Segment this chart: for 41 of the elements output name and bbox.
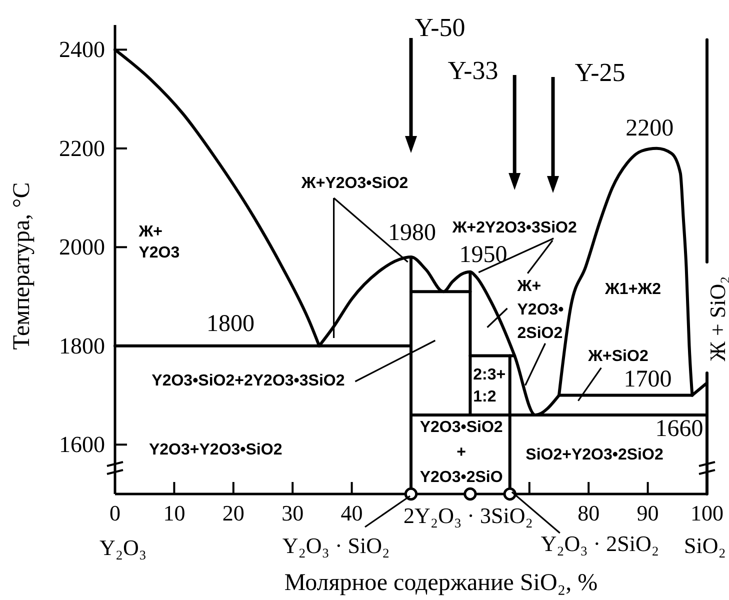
annotation: Y-33 xyxy=(448,56,498,84)
annotation: Y-50 xyxy=(414,12,466,42)
y-tick-label: 2000 xyxy=(59,234,105,260)
annotation: Ж + SiO₂ xyxy=(704,276,729,362)
annotation: Y2O3+Y2O3•SiO2 xyxy=(148,441,282,458)
annotation: Y2O3•SiO2+2Y2O3•3SiO2 xyxy=(152,372,345,389)
x-tick-label: 80 xyxy=(578,500,600,526)
annotation: Ж+SiO2 xyxy=(587,347,648,364)
x-tick-label: 90 xyxy=(636,500,659,526)
annotation: Ж+ Y2O3• 2SiO2 xyxy=(516,277,564,342)
y-tick-label: 2400 xyxy=(59,37,105,62)
annotation: Ж+ Y2O3 xyxy=(138,223,180,261)
annotation: 2:3+ 1:2 xyxy=(473,366,506,405)
annotation: Ж+Y2O3•SiO2 xyxy=(300,174,408,192)
y-tick-label: 1800 xyxy=(59,333,105,358)
x-tick-label: 0 xyxy=(110,500,120,526)
annotation: SiO2+Y2O3•2SiO2 xyxy=(526,446,664,463)
annotation: 2Y₂O₃ · 3SiO₂ xyxy=(404,502,533,528)
y-tick-label: 1600 xyxy=(59,432,105,457)
x-tick-label: 20 xyxy=(222,500,244,526)
annotation: Y-25 xyxy=(574,58,626,86)
annotation: 2200 xyxy=(626,115,674,142)
text: Y₂O₃ xyxy=(99,534,147,560)
annotation: Ж1+Ж2 xyxy=(604,280,662,298)
x-tick-label: 30 xyxy=(282,500,304,526)
x-tick-label: 100 xyxy=(690,500,724,526)
annotation: Y2O3•SiO2 + Y2O3•2SiO xyxy=(420,418,503,486)
annotation: Ж+2Y2O3•3SiO2 xyxy=(451,218,577,236)
x-axis-title: Молярное содержание SiO₂, % xyxy=(284,570,598,596)
annotation: 1950 xyxy=(459,242,508,268)
annotation: 1980 xyxy=(388,220,436,246)
annotation: Y₂O₃ · SiO₂ xyxy=(282,532,390,558)
y-axis-title: Температура, °C xyxy=(9,182,35,350)
x-tick-label: 40 xyxy=(340,500,363,526)
annotation: Y₂O₃ · 2SiO₂ xyxy=(540,530,660,556)
annotation: 1800 xyxy=(206,310,254,337)
x-tick-label: 10 xyxy=(163,500,186,526)
y-tick-label: 2200 xyxy=(59,136,105,161)
annotation: SiO₂ xyxy=(684,532,726,558)
annotation: 1660 xyxy=(655,416,704,442)
annotation: 1700 xyxy=(624,366,672,392)
